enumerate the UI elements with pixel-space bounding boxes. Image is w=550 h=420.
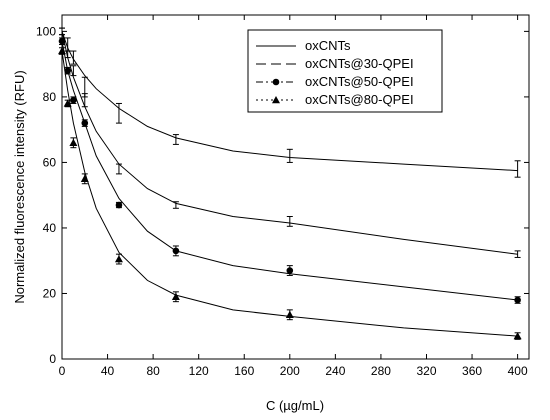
legend-label-3: oxCNTs@80-QPEI — [305, 92, 414, 107]
data-point — [63, 99, 72, 107]
data-point — [513, 332, 522, 340]
data-point — [285, 310, 294, 318]
legend-items: oxCNTs oxCNTs@30-QPEI oxCNTs@50-QPEI oxCNTs… — [256, 38, 414, 107]
fit-curve-0 — [61, 31, 518, 172]
data-point — [58, 47, 66, 55]
axis-ticks: 0 40 80 120 160 200 240 280 320 360 400 0 20 40 60 80 10… — [36, 15, 529, 378]
data-markers — [58, 37, 522, 340]
fit-curves — [61, 31, 518, 337]
data-point — [80, 174, 89, 183]
plot-frame — [61, 14, 530, 360]
y-axis-title: Normalized fluorescence intensity (RFU) — [12, 70, 27, 303]
data-point — [172, 247, 180, 255]
y-tick-label: 0 — [49, 352, 56, 366]
x-tick-label: 80 — [146, 364, 160, 378]
data-point — [69, 138, 78, 146]
data-point — [64, 67, 71, 74]
legend-marker-2 — [272, 78, 280, 86]
data-point — [115, 201, 123, 209]
data-point — [514, 296, 521, 304]
y-tick-label: 100 — [36, 24, 56, 38]
x-tick-label: 360 — [462, 364, 482, 378]
fit-curve-2 — [61, 41, 518, 301]
x-tick-label: 0 — [59, 364, 66, 378]
x-tick-label: 200 — [280, 364, 300, 378]
x-tick-label: 400 — [508, 364, 528, 378]
y-tick-label: 20 — [43, 286, 57, 300]
x-tick-label: 280 — [371, 364, 391, 378]
data-point — [114, 255, 123, 263]
legend-marker-3 — [272, 96, 280, 104]
legend-label-2: oxCNTs@50-QPEI — [305, 74, 414, 89]
y-tick-label: 40 — [43, 221, 57, 235]
data-point — [171, 292, 180, 300]
data-point — [81, 119, 89, 127]
x-tick-label: 240 — [325, 364, 345, 378]
legend-label-1: oxCNTs@30-QPEI — [305, 56, 414, 71]
legend: oxCNTs oxCNTs@30-QPEI oxCNTs@50-QPEI oxCNTs… — [247, 29, 443, 113]
legend-label-0: oxCNTs — [305, 38, 351, 53]
fit-curve-3 — [61, 50, 518, 337]
x-tick-label: 320 — [416, 364, 436, 378]
x-axis-title: C (µg/mL) — [266, 398, 324, 413]
data-point — [286, 267, 294, 274]
y-tick-label: 80 — [43, 90, 57, 104]
y-tick-label: 60 — [43, 155, 57, 169]
legend-box — [247, 29, 443, 113]
x-tick-label: 40 — [101, 364, 115, 378]
x-tick-label: 120 — [189, 364, 209, 378]
data-point — [70, 96, 77, 104]
data-point — [58, 37, 66, 45]
fit-curve-1 — [61, 31, 518, 255]
x-tick-label: 160 — [234, 364, 254, 378]
